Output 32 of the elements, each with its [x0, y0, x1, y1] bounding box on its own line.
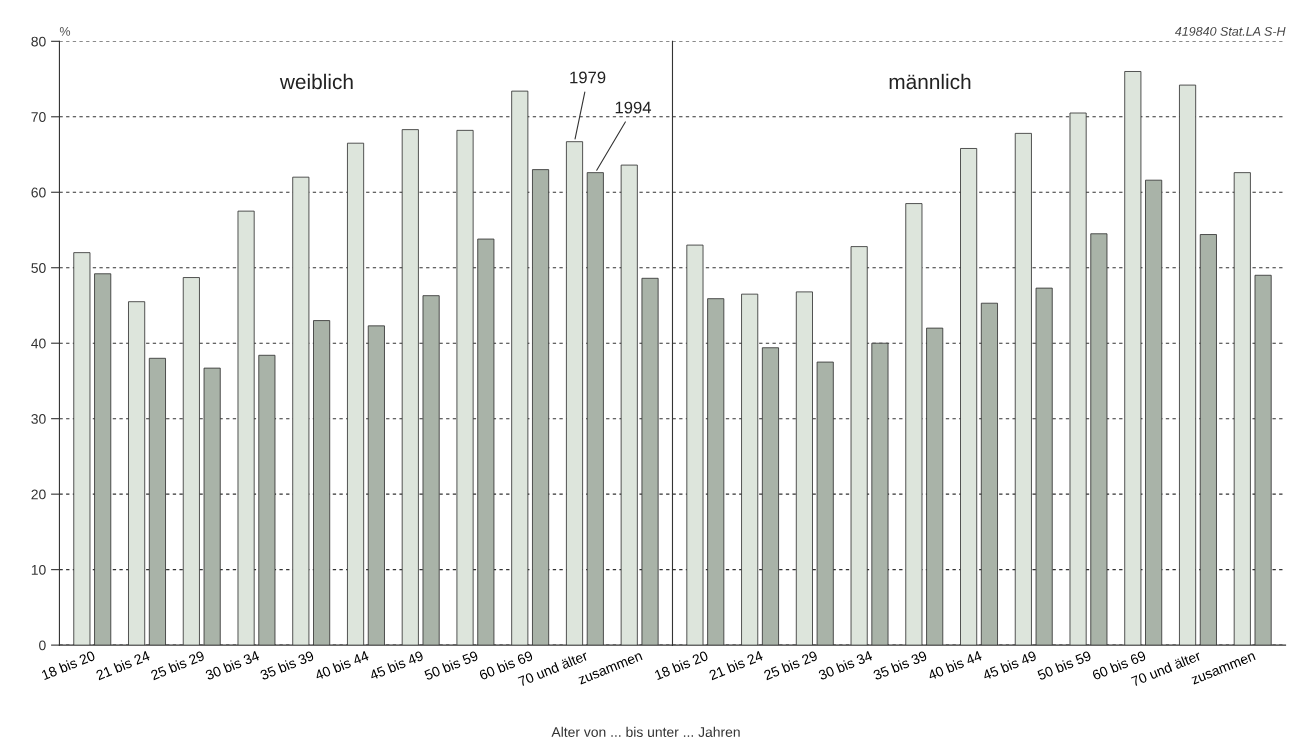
y-tick-label: 40 [31, 338, 46, 349]
text: 1979 [570, 71, 606, 84]
x-tick-label: 18 bis 20 [654, 650, 709, 681]
y-tick-label: 20 [31, 489, 46, 500]
y-axis-title: % [59, 27, 71, 36]
x-tick-label: 18 bis 20 [41, 650, 96, 681]
y-tick-label: 80 [31, 36, 46, 47]
text: 1994 [615, 101, 652, 114]
x-tick-label: 50 bis 59 [1036, 650, 1092, 681]
text: weiblich [279, 73, 353, 90]
x-tick-label: 21 bis 24 [708, 650, 764, 681]
y-tick-label: 60 [31, 187, 46, 198]
y-tick-label: 30 [31, 414, 46, 424]
y-tick-label: 50 [31, 263, 46, 273]
x-tick-label: 50 bis 59 [423, 650, 479, 681]
x-tick-label: 21 bis 24 [95, 650, 151, 681]
text: männlich [889, 73, 971, 90]
y-tick-label: 0 [39, 640, 46, 651]
y-tick-label: 10 [31, 564, 46, 575]
x-tick-label: 25 bis 29 [150, 650, 205, 681]
y-tick-label: 70 [31, 112, 46, 122]
x-tick-label: 30 bis 34 [817, 650, 873, 681]
x-tick-label: 40 bis 44 [927, 650, 983, 681]
x-tick-label: 35 bis 39 [872, 650, 928, 681]
x-tick-label: 40 bis 44 [313, 650, 370, 681]
x-tick-label: 25 bis 29 [763, 650, 819, 681]
x-tick-label: 45 bis 49 [981, 650, 1037, 681]
x-tick-label: 35 bis 39 [259, 650, 315, 681]
x-tick-label: 45 bis 49 [368, 650, 424, 681]
x-tick-label: 30 bis 34 [204, 650, 260, 681]
text: 419840 Stat.LA S-H [1174, 26, 1286, 36]
x-axis-title: Alter von ... bis unter ... Jahren [551, 726, 740, 737]
